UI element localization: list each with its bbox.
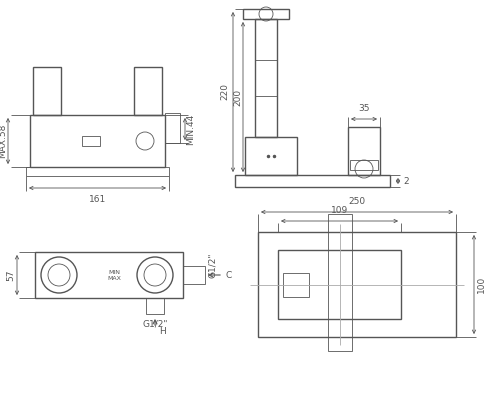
Bar: [146, 298, 164, 314]
Text: 109: 109: [331, 206, 348, 215]
Bar: [30, 115, 165, 167]
Bar: [82, 136, 100, 146]
Text: MIN.44: MIN.44: [186, 113, 196, 145]
Bar: [348, 127, 380, 175]
Bar: [134, 67, 162, 115]
Bar: [235, 175, 390, 187]
Text: G1/2": G1/2": [208, 252, 218, 278]
Text: 161: 161: [89, 195, 106, 204]
Text: MAX.58: MAX.58: [0, 124, 8, 158]
Bar: [35, 252, 183, 298]
Bar: [278, 250, 401, 319]
Bar: [33, 67, 61, 115]
Bar: [255, 19, 277, 137]
Text: 250: 250: [348, 197, 366, 206]
Bar: [183, 266, 205, 284]
Text: 57: 57: [6, 269, 16, 281]
Bar: [350, 160, 378, 170]
Bar: [243, 9, 289, 19]
Bar: [328, 214, 351, 351]
Text: H: H: [159, 328, 166, 336]
Bar: [26, 167, 169, 176]
Text: G1/2": G1/2": [142, 320, 168, 328]
Text: 200: 200: [234, 88, 242, 106]
Text: 35: 35: [358, 104, 370, 113]
Bar: [165, 113, 180, 143]
Text: C: C: [225, 270, 231, 280]
Text: 220: 220: [220, 84, 230, 100]
Text: MAX: MAX: [107, 276, 121, 282]
Bar: [245, 137, 297, 175]
Text: MIN: MIN: [108, 270, 120, 274]
Bar: [258, 232, 456, 337]
Bar: [283, 272, 309, 296]
Text: 100: 100: [476, 276, 486, 293]
Text: 2: 2: [403, 176, 408, 186]
